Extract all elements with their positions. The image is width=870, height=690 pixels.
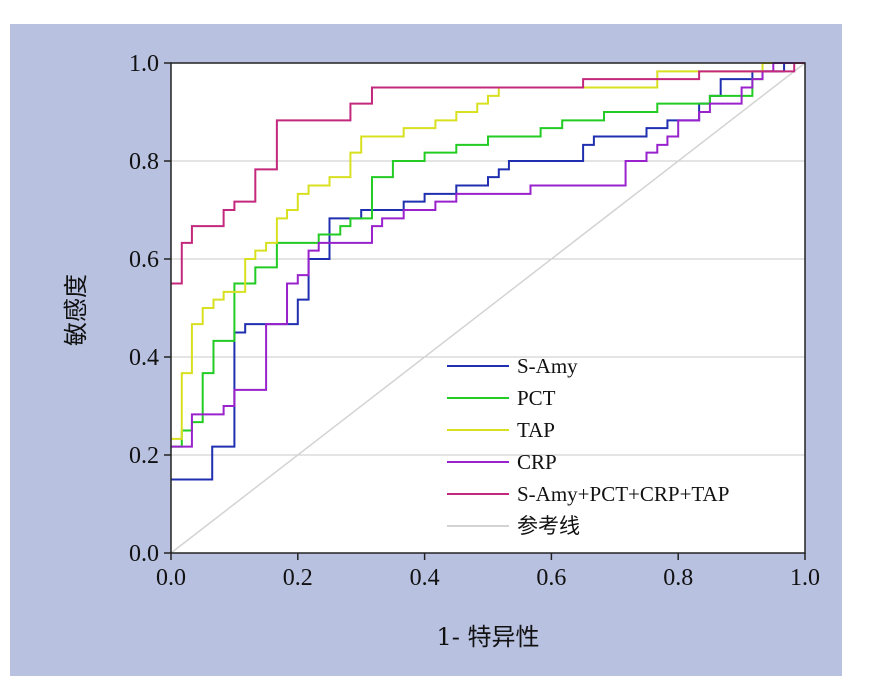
x-axis-label: 1- 特异性 (436, 623, 539, 651)
x-tick-label: 0.6 (536, 565, 566, 591)
x-tick-label: 0.8 (663, 565, 693, 591)
y-tick-label: 0.0 (129, 541, 159, 567)
x-tick-label: 0.4 (410, 565, 440, 591)
series-line-1 (171, 62, 805, 448)
x-tick-label: 0.0 (156, 565, 186, 591)
legend-label: TAP (517, 418, 555, 442)
plot-border (170, 62, 806, 554)
y-tick-label: 0.2 (129, 443, 159, 469)
series-line-3 (171, 62, 805, 448)
legend: S-Amy PCT TAP CRP S-Amy+PCT+CRP+TAP 参考线 (447, 354, 729, 538)
y-tick-label: 0.6 (129, 247, 159, 273)
legend-label: PCT (517, 386, 556, 410)
y-axis-label: 敏感度 (62, 274, 90, 346)
legend-label: CRP (517, 450, 557, 474)
y-tick-label: 0.8 (129, 149, 159, 175)
x-axis: 0.0 0.2 0.4 0.6 0.8 1.0 (156, 553, 820, 591)
y-tick-label: 1.0 (129, 51, 159, 77)
series-layer (170, 62, 806, 554)
legend-label: S-Amy+PCT+CRP+TAP (517, 482, 729, 506)
legend-label: S-Amy (517, 354, 578, 378)
series-line-2 (171, 62, 805, 440)
x-tick-label: 0.2 (283, 565, 313, 591)
y-tick-label: 0.4 (129, 345, 159, 371)
series-line-5 (170, 62, 806, 554)
legend-label: 参考线 (517, 514, 580, 538)
x-tick-label: 1.0 (790, 565, 820, 591)
series-line-4 (171, 62, 805, 285)
y-axis: 0.0 0.2 0.4 0.6 0.8 1.0 (129, 51, 171, 567)
